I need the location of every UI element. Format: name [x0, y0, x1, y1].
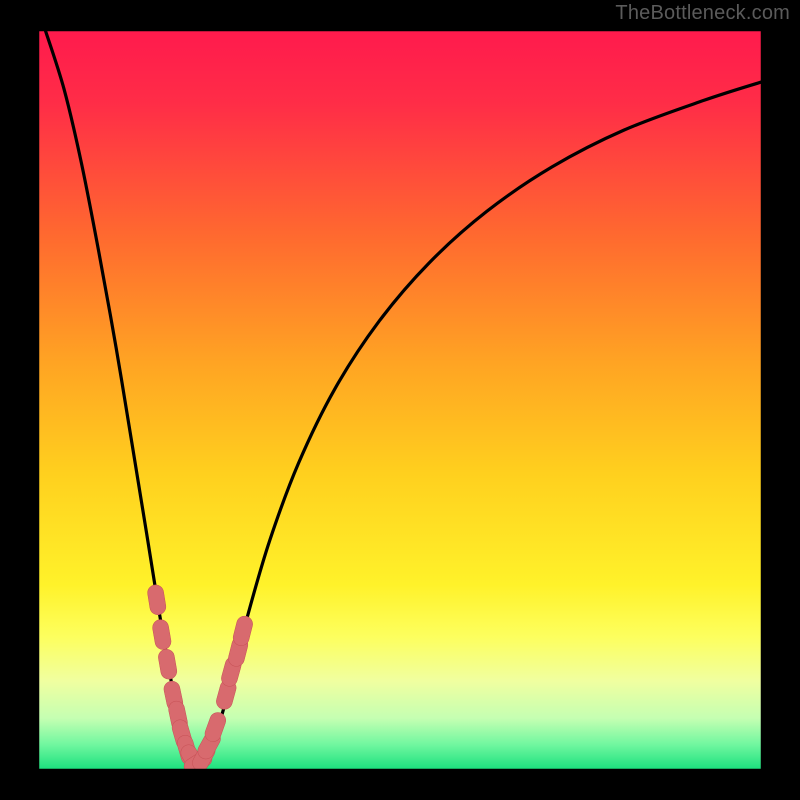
- bottleneck-heat-chart: [0, 0, 800, 800]
